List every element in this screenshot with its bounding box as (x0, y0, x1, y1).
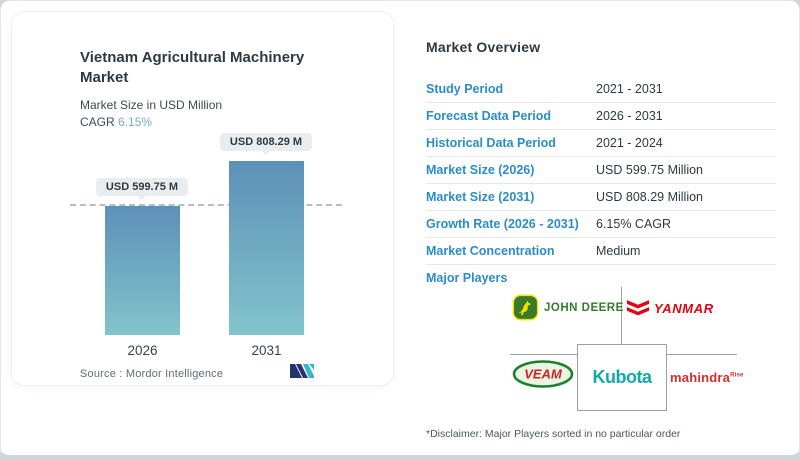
bar-2031 (229, 161, 304, 335)
row-value: USD 808.29 Million (596, 190, 703, 204)
major-players-row: Major Players (426, 265, 776, 291)
bar-2026 (105, 206, 180, 335)
row-label: Growth Rate (2026 - 2031) (426, 217, 579, 231)
table-row: Historical Data Period 2021 - 2024 (426, 130, 776, 157)
disclaimer-text: *Disclaimer: Major Players sorted in no … (426, 428, 681, 440)
john-deere-wordmark: JOHN DEERE (544, 301, 624, 314)
mahindra-rise-tag: Rise (730, 372, 744, 379)
yanmar-chevron-icon (626, 300, 650, 316)
market-size-chart-card: Vietnam Agricultural Machinery Market Ma… (11, 11, 394, 386)
chart-subtitle: Market Size in USD Million (80, 98, 223, 112)
x-axis-label: 2026 (127, 343, 158, 358)
table-row: Growth Rate (2026 - 2031) 6.15% CAGR (426, 211, 776, 238)
row-label: Market Concentration (426, 244, 555, 258)
row-label: Study Period (426, 82, 504, 96)
market-overview-panel: Market Overview Study Period 2021 - 2031… (426, 39, 776, 455)
row-value: 2021 - 2031 (596, 82, 663, 96)
table-row: Forecast Data Period 2026 - 2031 (426, 103, 776, 130)
overview-heading: Market Overview (426, 39, 541, 55)
reference-dashed-line (70, 204, 342, 206)
connector-vertical-line (621, 287, 622, 344)
mordor-intelligence-logo-icon (290, 364, 314, 378)
major-players-diagram: JOHN DEERE YANMAR Kubota VEAM mahindraRi… (504, 285, 744, 419)
row-label: Forecast Data Period (426, 109, 552, 123)
john-deere-deer-icon (512, 294, 539, 321)
yanmar-logo: YANMAR (626, 300, 714, 316)
row-label: Market Size (2026) (426, 163, 535, 177)
source-line: Source : Mordor Intelligence (80, 368, 223, 380)
connector-horizontal-line (510, 354, 577, 355)
row-value: 2026 - 2031 (596, 109, 663, 123)
row-value: 2021 - 2024 (596, 136, 663, 150)
overview-table: Study Period 2021 - 2031 Forecast Data P… (426, 76, 776, 291)
yanmar-wordmark: YANMAR (654, 300, 714, 316)
cagr-value: 6.15% (118, 115, 153, 129)
bar-value-pill: USD 808.29 M (219, 133, 313, 151)
veam-logo: VEAM (512, 360, 574, 388)
row-value: USD 599.75 Million (596, 163, 703, 177)
table-row: Market Concentration Medium (426, 238, 776, 265)
table-row: Market Size (2031) USD 808.29 Million (426, 184, 776, 211)
bar-chart: USD 599.75 M USD 808.29 M (12, 133, 395, 335)
table-row: Market Size (2026) USD 599.75 Million (426, 157, 776, 184)
source-label: Source : (80, 368, 123, 380)
cagr-label: CAGR (80, 115, 115, 129)
connector-horizontal-line (667, 354, 737, 355)
mahindra-logo: mahindraRise (670, 370, 744, 385)
row-value: 6.15% CAGR (596, 217, 672, 231)
bar-value-pill: USD 599.75 M (95, 178, 189, 196)
x-axis-label: 2031 (251, 343, 282, 358)
source-value: Mordor Intelligence (125, 368, 224, 380)
veam-wordmark: VEAM (524, 367, 563, 382)
cagr-line: CAGR 6.15% (80, 115, 152, 129)
row-label: Historical Data Period (426, 136, 556, 150)
john-deere-logo: JOHN DEERE (512, 294, 624, 321)
table-row: Study Period 2021 - 2031 (426, 76, 776, 103)
major-players-label: Major Players (426, 271, 508, 285)
mahindra-wordmark: mahindra (670, 370, 731, 385)
row-label: Market Size (2031) (426, 190, 535, 204)
kubota-wordmark: Kubota (592, 367, 653, 387)
row-value: Medium (596, 244, 641, 258)
chart-title: Vietnam Agricultural Machinery Market (80, 49, 305, 87)
kubota-logo: Kubota (577, 344, 667, 411)
